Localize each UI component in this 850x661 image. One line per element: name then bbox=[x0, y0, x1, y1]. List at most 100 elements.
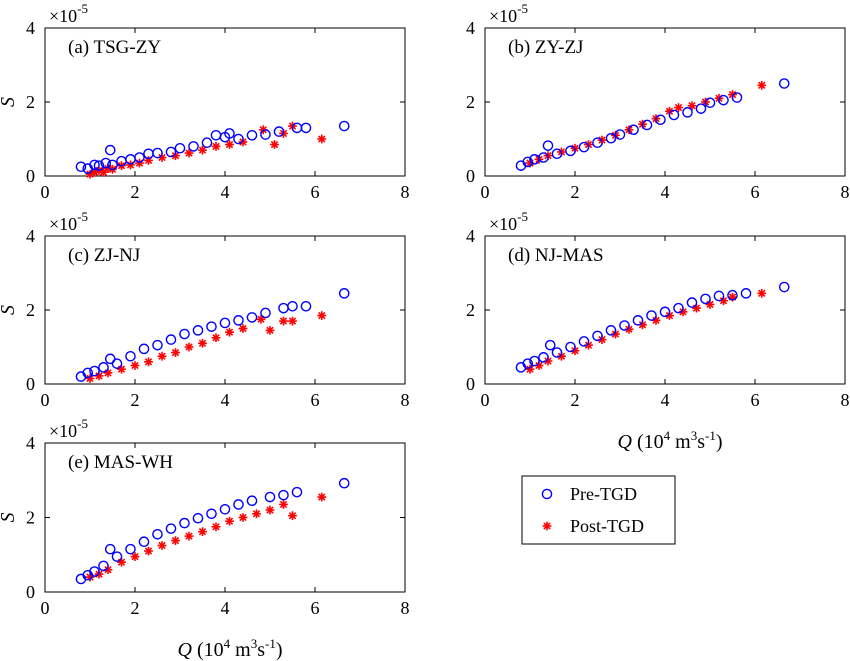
post-tgd-point bbox=[144, 546, 153, 556]
pre-tgd-point bbox=[260, 129, 271, 140]
pre-tgd-point bbox=[206, 321, 217, 332]
pre-tgd-point bbox=[619, 320, 630, 331]
y-exponent-base: ×10 bbox=[489, 6, 517, 26]
x-tick-label: 0 bbox=[41, 182, 50, 202]
x-tick-label: 8 bbox=[401, 598, 410, 618]
pre-tgd-point bbox=[704, 97, 716, 109]
asterisk-stroke bbox=[598, 335, 606, 344]
asterisk-stroke bbox=[239, 513, 247, 522]
pre-tgd-point bbox=[291, 486, 303, 498]
post-tgd-point bbox=[317, 134, 327, 144]
asterisk-stroke bbox=[279, 317, 288, 325]
asterisk-stroke bbox=[706, 300, 714, 309]
post-tgd-point bbox=[184, 531, 194, 541]
pre-tgd-point bbox=[174, 142, 186, 154]
asterisk-stroke bbox=[535, 361, 543, 370]
pre-tgd-point bbox=[206, 508, 217, 520]
x-tick-label: 4 bbox=[221, 598, 230, 618]
x-tick-label: 6 bbox=[311, 598, 320, 618]
asterisk-stroke bbox=[692, 304, 701, 312]
x-axis-label-part: (10 bbox=[192, 639, 224, 661]
pre-tgd-point bbox=[695, 103, 707, 114]
asterisk-stroke bbox=[131, 552, 139, 561]
y-exponent-base: ×10 bbox=[49, 421, 77, 441]
y-tick-label: 0 bbox=[26, 582, 35, 602]
pre-tgd-point bbox=[614, 129, 626, 140]
pre-tgd-point bbox=[188, 141, 199, 152]
y-tick-label: 2 bbox=[466, 300, 475, 320]
x-axis-label: Q (104 m3s-1) bbox=[178, 636, 283, 661]
y-tick-label: 0 bbox=[26, 374, 35, 394]
asterisk-stroke bbox=[212, 142, 220, 151]
pre-tgd-point bbox=[179, 328, 190, 340]
asterisk-stroke bbox=[126, 161, 135, 169]
post-tgd-point bbox=[238, 324, 248, 333]
asterisk-stroke bbox=[171, 348, 180, 357]
asterisk-stroke bbox=[198, 527, 207, 536]
pre-tgd-point bbox=[104, 144, 116, 156]
y-tick-label: 2 bbox=[466, 92, 475, 112]
pre-tgd-point bbox=[778, 78, 790, 89]
y-axis-label: S bbox=[0, 305, 19, 315]
x-axis-label-part: m bbox=[230, 639, 251, 661]
pre-tgd-point bbox=[138, 343, 150, 355]
post-tgd-point bbox=[525, 364, 535, 374]
x-axis-label-part: ) bbox=[716, 431, 723, 453]
asterisk-stroke bbox=[225, 328, 234, 336]
panel-title: (e) MAS-WH bbox=[68, 452, 173, 473]
post-tgd-point bbox=[252, 509, 261, 519]
pre-tgd-point bbox=[98, 560, 109, 572]
asterisk-stroke bbox=[225, 517, 234, 525]
legend-label: Post-TGD bbox=[570, 516, 644, 536]
asterisk-stroke bbox=[117, 365, 126, 373]
asterisk-stroke bbox=[665, 311, 674, 320]
asterisk-stroke bbox=[719, 297, 728, 305]
post-tgd-point bbox=[211, 522, 221, 532]
x-axis-label-part: 3 bbox=[251, 636, 258, 651]
pre-tgd-point bbox=[104, 543, 116, 555]
pre-tgd-point bbox=[224, 128, 235, 139]
pre-tgd-point bbox=[287, 300, 298, 312]
pre-tgd-point bbox=[300, 122, 312, 134]
post-tgd-point bbox=[238, 513, 248, 522]
pre-tgd-point bbox=[125, 350, 136, 362]
y-axis-label: S bbox=[0, 513, 19, 523]
panel-title: (d) NJ-MAS bbox=[508, 245, 604, 266]
pre-tgd-point bbox=[578, 141, 590, 153]
asterisk-stroke bbox=[239, 138, 247, 146]
x-axis-label-part: s bbox=[697, 431, 705, 453]
x-tick-label: 2 bbox=[571, 182, 580, 202]
post-tgd-point bbox=[288, 511, 297, 521]
pre-tgd-point bbox=[264, 491, 276, 503]
y-exponent-base: ×10 bbox=[489, 214, 517, 234]
post-tgd-point bbox=[184, 342, 194, 352]
asterisk-stroke bbox=[543, 522, 551, 530]
pre-tgd-point bbox=[565, 145, 576, 157]
post-tgd-point bbox=[144, 357, 153, 367]
pre-tgd-point bbox=[522, 358, 534, 369]
pre-tgd-point bbox=[111, 358, 123, 369]
asterisk-stroke bbox=[185, 343, 193, 351]
pre-tgd-point bbox=[125, 543, 136, 555]
panel-title: (a) TSG-ZY bbox=[68, 37, 161, 58]
y-tick-label: 2 bbox=[26, 92, 35, 112]
x-axis-label-part: -1 bbox=[265, 636, 276, 651]
plot-area bbox=[75, 477, 350, 585]
pre-tgd-point bbox=[605, 325, 617, 336]
post-tgd-point bbox=[256, 314, 266, 324]
pre-tgd-point bbox=[740, 288, 752, 299]
pre-tgd-point bbox=[165, 334, 177, 345]
post-tgd-point bbox=[130, 361, 140, 370]
plot-area bbox=[75, 120, 350, 179]
post-tgd-point bbox=[265, 325, 275, 335]
pre-tgd-point bbox=[655, 114, 666, 126]
asterisk-stroke bbox=[239, 324, 247, 333]
asterisk-stroke bbox=[544, 357, 552, 365]
x-tick-label: 2 bbox=[131, 390, 140, 410]
post-tgd-point bbox=[198, 338, 207, 348]
pre-tgd-point bbox=[718, 94, 729, 106]
pre-tgd-point bbox=[93, 160, 105, 171]
pre-tgd-point bbox=[246, 129, 258, 141]
asterisk-stroke bbox=[86, 374, 94, 383]
